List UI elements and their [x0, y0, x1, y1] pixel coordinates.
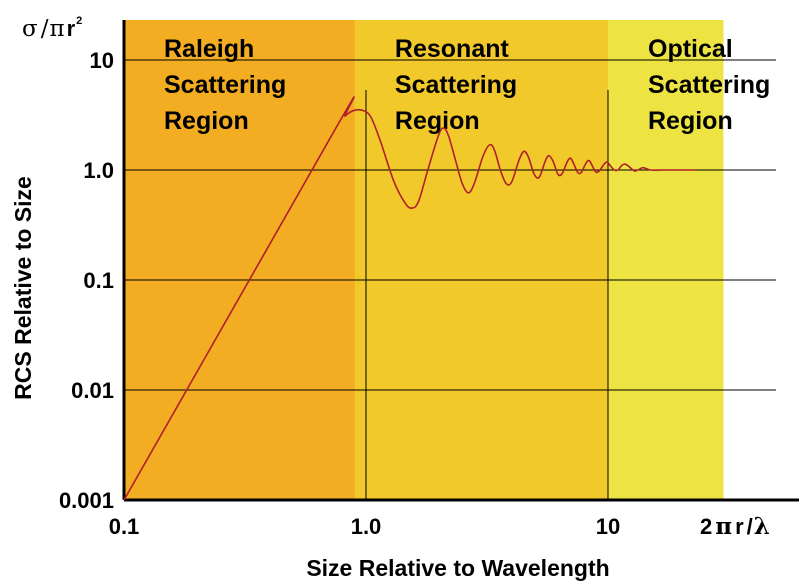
region-label-2: Resonant Scattering Region [395, 35, 517, 135]
x-tick-label-1.0: 1.0 [351, 514, 382, 539]
lambda-symbol: λ [754, 513, 770, 540]
x-unit-slash: / [747, 514, 753, 539]
y-unit-label: σ/πr2 [22, 15, 82, 42]
region-band-1 [124, 20, 355, 500]
region-label-3-line-1: Optical [648, 35, 733, 63]
region-label-2-line-2: Scattering [395, 71, 517, 99]
region-label-3-line-3: Region [648, 107, 733, 135]
y-unit-exponent: 2 [76, 15, 82, 27]
grid-lines [124, 59, 776, 500]
x-unit-label: 2 π r/λ [700, 513, 770, 540]
svg-text:σ/πr2: σ/πr2 [22, 15, 82, 42]
x-tick-label-0.1: 0.1 [109, 514, 140, 539]
region-band-2 [354, 20, 608, 500]
region-label-1-line-2: Scattering [164, 71, 286, 99]
axes [122, 20, 799, 502]
y-tick-label-10: 10 [90, 48, 114, 73]
rcs-series-line-1 [123, 96, 696, 501]
pi-symbol: π [715, 513, 732, 540]
region-band-3 [608, 20, 724, 500]
region-label-2-line-3: Region [395, 107, 480, 135]
region-label-1-line-1: Raleigh [164, 35, 254, 63]
tick-labels: 0.001 0.01 0.1 1.0 10 0.1 1.0 10 [59, 48, 620, 539]
region-label-3-line-2: Scattering [648, 71, 770, 99]
svg-text:2πr/λ: 2 π r/λ [700, 513, 770, 540]
x-unit-var: r [735, 514, 744, 539]
sigma-symbol: σ [22, 16, 38, 42]
region-label-1: Raleigh Scattering Region [164, 35, 286, 135]
y-axis-title: RCS Relative to Size [10, 176, 36, 400]
y-tick-label-1.0: 1.0 [83, 158, 114, 183]
y-unit-var: r [67, 16, 76, 41]
y-tick-label-0.1: 0.1 [83, 268, 114, 293]
region-label-3: Optical Scattering Region [648, 35, 770, 135]
region-label-1-line-3: Region [164, 107, 249, 135]
x-unit-prefix: 2 [700, 514, 712, 539]
y-tick-label-0.001: 0.001 [59, 488, 114, 513]
x-axis-title: Size Relative to Wavelength [306, 555, 609, 581]
region-label-2-line-1: Resonant [395, 35, 510, 63]
region-labels: Raleigh Scattering Region Resonant Scatterin… [164, 35, 770, 135]
y-tick-label-0.01: 0.01 [71, 378, 114, 403]
rcs-curve [123, 96, 696, 501]
region-backgrounds [124, 20, 724, 500]
x-tick-label-10: 10 [596, 514, 620, 539]
pi-symbol-y: π [49, 16, 64, 42]
y-unit-slash: / [41, 16, 49, 42]
